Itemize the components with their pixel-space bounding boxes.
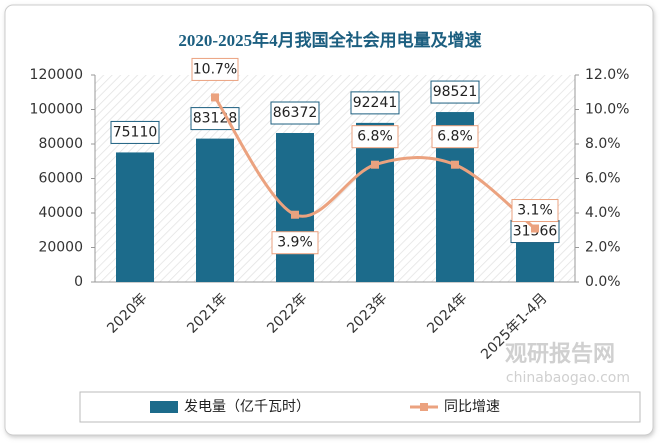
y2-tick-label: 12.0%	[585, 67, 629, 83]
y-tick-label: 60000	[38, 171, 83, 187]
line-label-box	[431, 125, 479, 149]
line-marker	[291, 210, 299, 219]
y2-tick-label: 8.0%	[585, 136, 621, 152]
bar-label: 86372	[273, 105, 318, 121]
y-tick-label: 80000	[38, 136, 83, 152]
watermark: 观研报告网	[505, 342, 615, 367]
legend-swatch	[150, 401, 178, 413]
bar-label: 98521	[433, 84, 478, 100]
bar	[116, 152, 154, 282]
line-marker	[371, 160, 379, 169]
y2-tick-label: 10.0%	[585, 102, 629, 118]
bar-label-box	[270, 101, 320, 125]
y-tick-label: 20000	[38, 240, 83, 256]
bar	[356, 122, 394, 282]
legend-label: 发电量（亿千瓦时）	[184, 399, 310, 415]
legend-marker	[420, 403, 428, 411]
y2-tick-label: 4.0%	[585, 205, 621, 221]
bar-label-box	[350, 91, 400, 115]
y2-tick-label: 2.0%	[585, 240, 621, 256]
line-label-box	[271, 231, 319, 255]
y-tick-label: 100000	[30, 102, 83, 118]
y2-tick-label: 6.0%	[585, 171, 621, 187]
line-marker	[531, 224, 539, 233]
line-label: 6.8%	[357, 129, 393, 145]
bar	[276, 133, 314, 282]
line-label: 6.8%	[437, 129, 473, 145]
watermark-url: chinabaogao.com	[506, 370, 630, 386]
plot-bg	[95, 75, 575, 282]
bar-label-box	[430, 80, 480, 104]
line-label: 3.9%	[277, 235, 313, 251]
y-tick-label: 120000	[30, 67, 83, 83]
line-label-box	[191, 57, 239, 81]
bar-label-box	[110, 120, 160, 144]
line-label: 10.7%	[193, 61, 237, 77]
line-label-box	[511, 199, 559, 223]
y-tick-label: 0	[74, 274, 83, 290]
bar-label: 92241	[353, 95, 398, 111]
line-marker	[211, 93, 219, 102]
y-tick-label: 40000	[38, 205, 83, 221]
line-label: 3.1%	[517, 203, 553, 219]
y2-tick-label: 0.0%	[585, 274, 621, 290]
line-label-box	[351, 125, 399, 149]
bar-label: 75110	[113, 124, 158, 140]
bar	[196, 138, 234, 282]
legend-label: 同比增速	[444, 399, 500, 415]
line-marker	[451, 160, 459, 169]
bar-label-box	[190, 107, 240, 131]
chart-title: 2020-2025年4月我国全社会用电量及增速	[178, 30, 481, 50]
